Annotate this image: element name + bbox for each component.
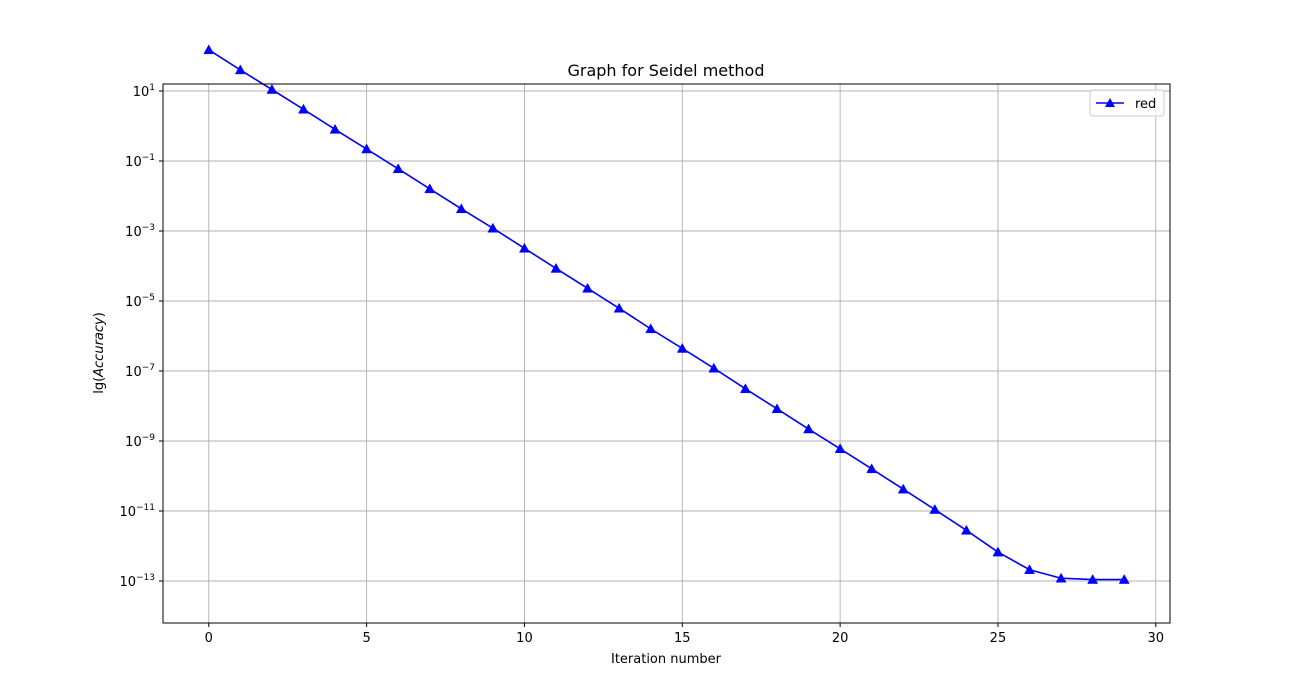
plot-area — [163, 84, 1170, 623]
legend-marker-sample — [1105, 98, 1115, 107]
y-tick-label: 10−9 — [125, 433, 155, 450]
chart-title: Graph for Seidel method — [567, 61, 764, 80]
data-point-marker — [1055, 572, 1067, 583]
data-point-marker — [803, 423, 814, 434]
data-point-marker — [519, 242, 530, 253]
x-axis-ticks: 0 5 10 15 20 25 30 — [205, 623, 1164, 646]
data-point-marker — [613, 302, 625, 313]
data-point-marker — [266, 84, 278, 94]
data-point-marker — [960, 524, 972, 535]
x-tick-label: 25 — [990, 631, 1007, 646]
y-tick-label: 101 — [133, 83, 155, 100]
y-axis-label-italic: Accuracy — [92, 317, 107, 378]
data-point-marker — [676, 342, 688, 353]
legend-box — [1089, 89, 1165, 117]
data-point-marker — [771, 403, 783, 414]
x-tick-label: 30 — [1148, 631, 1165, 646]
y-axis-label-suffix: ) — [92, 312, 107, 317]
x-tick-label: 0 — [205, 631, 213, 646]
x-axis-label: Iteration number — [611, 652, 722, 667]
data-point-marker — [1024, 564, 1035, 574]
y-tick-label: 10−3 — [125, 223, 155, 240]
legend-label: red — [1135, 97, 1156, 112]
y-tick-label: 10−7 — [125, 363, 155, 380]
data-point-marker — [392, 163, 404, 174]
data-point-marker — [298, 103, 309, 114]
x-tick-label: 10 — [516, 631, 533, 646]
data-point-marker — [1087, 574, 1099, 584]
data-point-marker — [582, 282, 594, 293]
x-tick-label: 15 — [674, 631, 691, 646]
y-axis-label: lg(Accuracy) — [92, 312, 107, 394]
data-point-marker — [234, 64, 246, 75]
data-point-marker — [929, 504, 941, 514]
y-axis-ticks: 101 10−1 10−3 10−5 10−7 10−9 10−11 10−13 — [119, 83, 163, 590]
legend: red — [1089, 89, 1165, 117]
data-point-marker — [866, 463, 878, 474]
grid — [163, 84, 1170, 623]
x-tick-label: 5 — [362, 631, 370, 646]
y-tick-label: 10−13 — [119, 573, 155, 590]
data-point-marker — [455, 203, 467, 214]
data-point-marker — [897, 483, 909, 494]
y-axis-label-prefix: lg( — [92, 377, 107, 394]
data-point-marker — [329, 123, 341, 134]
axes-frame — [162, 83, 1171, 624]
data-point-marker — [645, 323, 657, 334]
data-point-marker — [203, 44, 215, 55]
series-line — [208, 49, 1125, 581]
y-tick-label: 10−11 — [119, 503, 155, 520]
data-point-marker — [834, 443, 846, 454]
data-point-marker — [739, 383, 751, 394]
data-point-marker — [424, 183, 436, 194]
data-point-marker — [708, 362, 720, 373]
y-tick-label: 10−1 — [125, 153, 155, 170]
data-point-marker — [992, 546, 1004, 557]
data-point-marker — [361, 143, 373, 154]
data-point-marker — [487, 222, 499, 233]
x-tick-label: 20 — [832, 631, 849, 646]
data-point-marker — [550, 262, 562, 273]
data-point-marker — [1118, 574, 1130, 584]
series-layer — [203, 44, 1130, 584]
y-tick-label: 10−5 — [125, 293, 155, 310]
